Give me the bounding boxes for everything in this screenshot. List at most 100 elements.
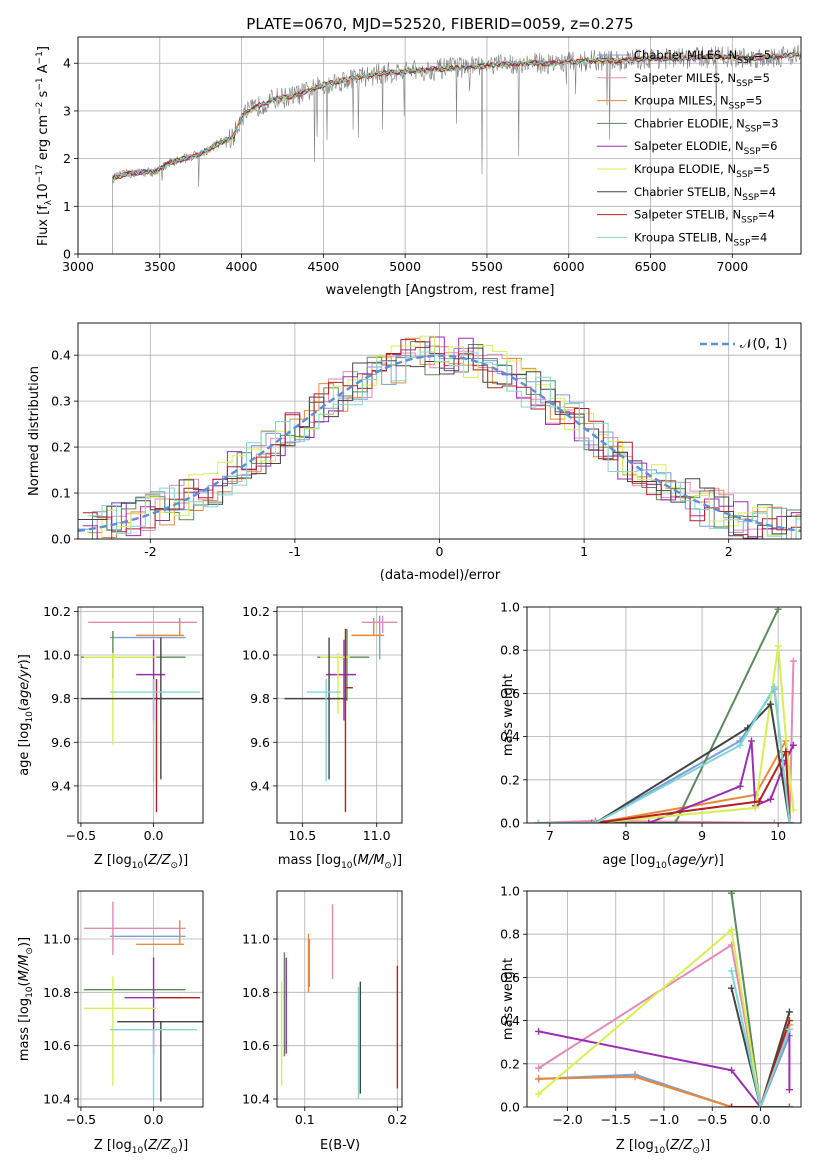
y-tick-label: 4 — [63, 56, 71, 71]
x-axis-label: age [log10(age/yr)] — [602, 853, 724, 871]
x-tick-label: 3000 — [62, 259, 94, 274]
legend-label: Salpeter ELODIE, NSSP=6 — [634, 139, 777, 157]
weight-marker-kroupa_stelib — [592, 819, 599, 823]
weight-marker-salpeter_miles — [789, 657, 797, 665]
weight-marker-salpeter_stelib — [782, 748, 790, 756]
y-tick-label: 9.4 — [51, 778, 71, 793]
plot-area — [83, 901, 203, 1102]
y-tick-label: 10.8 — [43, 985, 71, 1000]
spectrum-panel: 3000 3500 4000 4500 5000 5500 6000 6500 7000 0 1 2 3… — [35, 36, 802, 298]
y-tick-label: 0.8 — [500, 927, 520, 942]
weight-marker-salpeter_stelib — [785, 1017, 793, 1025]
weight-line-salpeter_stelib — [595, 748, 791, 823]
weight-marker-kroupa_elodie — [751, 804, 759, 812]
weight-marker-chabrier_elodie — [785, 1103, 793, 1107]
x-tick-label: −0.5 — [66, 1112, 96, 1127]
x-tick-label: 11.0 — [363, 828, 391, 843]
x-axis-label: Z [log10(Z/Z⊙)] — [94, 1138, 188, 1156]
data-spectrum-line — [112, 44, 801, 254]
histogram-kroupa_stelib — [87, 351, 801, 539]
y-tick-label: 0.1 — [51, 486, 71, 501]
x-tick-label: 0 — [436, 544, 444, 559]
y-tick-label: 10.6 — [43, 1038, 71, 1053]
axes-frame — [526, 606, 802, 824]
weight-marker-chabrier_elodie — [671, 819, 679, 823]
weight-marker-kroupa_stelib — [534, 819, 542, 823]
plot-area — [534, 607, 797, 823]
y-tick-label: 11.0 — [242, 932, 270, 947]
y-axis-label: mass [log10(M/M⊙)] — [17, 937, 35, 1061]
weight-marker-kroupa_miles — [631, 1073, 639, 1081]
y-tick-label: 9.8 — [250, 691, 270, 706]
x-tick-label: 1 — [580, 544, 588, 559]
weight-marker-salpeter_elodie — [535, 1027, 543, 1035]
weight-marker-kroupa_miles — [535, 1075, 543, 1083]
legend-label: Chabrier MILES, NSSP=5 — [634, 48, 771, 66]
x-tick-label: 8 — [622, 828, 630, 843]
y-tick-label: 0.0 — [500, 1100, 520, 1115]
weight-marker-kroupa_stelib — [785, 1025, 793, 1033]
x-tick-label: 7 — [546, 828, 554, 843]
x-tick-label: 3500 — [144, 259, 176, 274]
legend-label: Chabrier STELIB, NSSP=4 — [634, 185, 776, 203]
axes-frame — [77, 36, 802, 255]
x-axis-label: (data-model)/error — [380, 568, 501, 583]
y-tick-label: 11.0 — [43, 932, 71, 947]
x-tick-label: −1.0 — [649, 1112, 679, 1127]
legend-label: Salpeter STELIB, NSSP=4 — [634, 208, 775, 226]
weight-marker-salpeter_elodie — [785, 1086, 793, 1094]
weight-marker-salpeter_miles — [770, 819, 778, 823]
x-tick-label: 5000 — [389, 259, 421, 274]
x-tick-label: −0.5 — [697, 1112, 727, 1127]
weight-vs-age-panel: 7 8 9 10 0.0 0.2 0.4 0.6 0.8 1.0 age [log10(age/yr… — [500, 600, 802, 871]
weight-line-chabrier_stelib — [730, 987, 791, 1107]
x-axis-label: E(B-V) — [320, 1138, 360, 1153]
weight-line-salpeter_stelib — [731, 1020, 791, 1107]
y-tick-label: 1 — [63, 199, 71, 214]
x-axis-label: wavelength [Angstrom, rest frame] — [326, 283, 555, 298]
weight-line-kroupa_stelib — [730, 970, 791, 1107]
x-axis-label: Z [log10(Z/Z⊙)] — [616, 1138, 710, 1156]
x-tick-label: 0.0 — [144, 1112, 164, 1127]
weight-marker-kroupa_stelib — [736, 741, 744, 749]
weight-marker-chabrier_stelib — [767, 700, 775, 708]
legend-label: Chabrier ELODIE, NSSP=3 — [634, 116, 779, 134]
y-tick-label: 0.3 — [51, 394, 71, 409]
plot-area — [112, 44, 801, 254]
weight-marker-kroupa_elodie — [782, 733, 790, 741]
weight-marker-kroupa_stelib — [770, 683, 778, 691]
weight-marker-salpeter_elodie — [728, 1066, 736, 1074]
y-axis-label: mass weight — [501, 958, 516, 1040]
weight-marker-chabrier_elodie — [588, 819, 596, 823]
y-tick-label: 0.4 — [500, 1013, 520, 1028]
y-tick-label: 0.0 — [51, 532, 71, 547]
y-axis-label: Flux [fλ10−17 erg cm−2 s−1 A−1] — [35, 46, 54, 246]
x-tick-label: 0.2 — [387, 1112, 407, 1127]
weight-marker-kroupa_elodie — [535, 1090, 543, 1098]
weight-marker-kroupa_elodie — [774, 642, 782, 650]
age-vs-metallicity-panel: −0.5 0.0 9.4 9.6 9.8 10.0 10.2 Z [log10(Z/Z⊙)] a… — [17, 604, 204, 871]
plot-area — [80, 617, 203, 813]
weight-marker-kroupa_elodie — [789, 806, 797, 814]
y-tick-label: 9.4 — [250, 778, 270, 793]
plot-area — [78, 335, 801, 539]
weight-line-salpeter_elodie — [538, 1028, 791, 1107]
weight-marker-kroupa_stelib — [728, 967, 736, 975]
y-tick-label: 10.4 — [242, 1092, 270, 1107]
weight-marker-chabrier_elodie — [728, 891, 736, 897]
normal-distribution-curve — [78, 354, 801, 533]
x-axis-label: Z [log10(Z/Z⊙)] — [94, 853, 188, 871]
y-tick-label: 0.6 — [500, 970, 520, 985]
y-tick-label: 1.0 — [500, 884, 520, 899]
x-tick-label: 2 — [725, 544, 733, 559]
y-tick-label: 9.8 — [51, 691, 71, 706]
x-tick-label: 10 — [770, 828, 786, 843]
y-tick-label: 10.2 — [242, 604, 270, 619]
y-tick-label: 10.6 — [242, 1038, 270, 1053]
figure-title: PLATE=0670, MJD=52520, FIBERID=0059, z=0… — [246, 15, 633, 33]
y-tick-label: 2 — [63, 151, 71, 166]
legend-label: Kroupa MILES, NSSP=5 — [634, 94, 762, 112]
y-tick-label: 0.8 — [500, 643, 520, 658]
y-tick-label: 0.2 — [500, 1056, 520, 1071]
